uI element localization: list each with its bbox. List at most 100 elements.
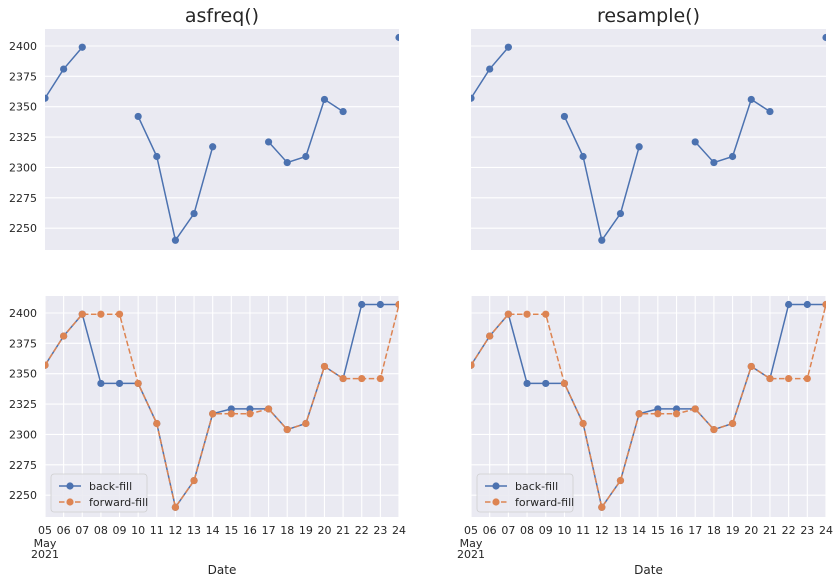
data-point — [803, 300, 811, 309]
data-point — [190, 209, 198, 218]
data-point — [747, 95, 755, 104]
data-point — [822, 33, 826, 42]
x-tick-label: 06 — [57, 524, 71, 537]
data-point — [115, 310, 124, 318]
series-line — [471, 33, 826, 244]
x-tick-label: 21 — [336, 524, 350, 537]
data-point — [728, 152, 737, 161]
x-tick-label: 09 — [113, 524, 127, 537]
data-point — [579, 419, 587, 428]
data-point — [302, 152, 310, 161]
y-tick-label: 2250 — [9, 222, 37, 235]
x-tick-label: 05 — [38, 524, 52, 537]
data-point — [542, 310, 550, 318]
data-point — [60, 65, 68, 73]
x-tick-label: 17 — [688, 524, 702, 537]
x-tick-label: 20 — [744, 524, 758, 537]
data-point — [283, 158, 291, 167]
x-tick-label: 14 — [632, 524, 646, 537]
data-point — [542, 379, 550, 388]
data-point — [579, 152, 587, 161]
axes-background — [45, 29, 399, 250]
data-point — [803, 374, 811, 383]
data-point — [504, 310, 512, 318]
y-tick-label: 2325 — [9, 131, 37, 144]
data-point — [171, 503, 180, 511]
x-tick-label: 21 — [763, 524, 777, 537]
data-point — [395, 33, 399, 42]
x-tick-label: 13 — [613, 524, 627, 537]
data-point — [358, 374, 366, 383]
legend-label: forward-fill — [515, 496, 574, 509]
y-tick-label: 2350 — [9, 368, 37, 381]
x-tick-label: 17 — [262, 524, 276, 537]
x-tick-label: 15 — [224, 524, 238, 537]
legend-label: forward-fill — [89, 496, 148, 509]
data-point — [264, 405, 273, 413]
data-point — [747, 362, 755, 371]
x-tick-label: 16 — [670, 524, 684, 537]
legend: back-fill forward-fill — [476, 473, 574, 513]
x-tick-label: 23 — [800, 524, 814, 537]
data-point — [190, 476, 198, 485]
data-point — [766, 374, 774, 383]
data-point — [134, 379, 142, 388]
y-tick-label: 2300 — [9, 428, 37, 441]
x-tick-label: 07 — [75, 524, 89, 537]
data-point — [728, 419, 737, 428]
data-point — [523, 310, 531, 318]
x-tick-label: 05 — [464, 524, 478, 537]
data-point — [153, 419, 161, 428]
y-tick-label: 2375 — [9, 70, 37, 83]
data-point — [395, 300, 399, 309]
data-point — [97, 379, 105, 388]
y-tick-label: 2400 — [9, 307, 37, 320]
x-tick-label: 10 — [131, 524, 145, 537]
y-tick-label: 2300 — [9, 161, 37, 174]
series-forward-fill — [45, 300, 399, 511]
data-point — [264, 138, 273, 146]
data-point — [339, 107, 347, 116]
x-tick-label: 10 — [557, 524, 571, 537]
data-point — [171, 236, 180, 244]
x-tick-label: 08 — [94, 524, 108, 537]
data-point — [45, 94, 49, 102]
data-point — [358, 300, 366, 309]
legend-marker — [66, 482, 74, 490]
data-point — [523, 379, 531, 388]
x-tick-sublabel: May — [34, 537, 57, 550]
legend-marker — [492, 498, 500, 506]
axes-background — [471, 29, 826, 250]
data-point — [78, 43, 86, 51]
x-axis-label: Date — [634, 563, 663, 577]
data-point — [486, 332, 494, 340]
x-tick-label: 07 — [501, 524, 515, 537]
data-point — [339, 374, 347, 383]
legend-marker — [66, 498, 74, 506]
x-tick-sublabel: 2021 — [457, 548, 485, 561]
x-tick-label: 11 — [576, 524, 590, 537]
x-tick-sublabel: 2021 — [31, 548, 59, 561]
y-tick-label: 2250 — [9, 489, 37, 502]
data-point — [78, 310, 86, 318]
data-point — [560, 112, 569, 121]
x-tick-label: 16 — [243, 524, 257, 537]
y-tick-label: 2275 — [9, 192, 37, 205]
data-point — [153, 152, 161, 161]
x-tick-label: 11 — [150, 524, 164, 537]
x-tick-label: 18 — [280, 524, 294, 537]
series-forward-fill — [471, 300, 826, 511]
x-tick-sublabel: May — [460, 537, 483, 550]
data-point — [598, 236, 606, 244]
data-point — [504, 43, 512, 51]
chart-title: resample() — [597, 5, 700, 27]
data-point — [710, 425, 718, 434]
y-tick-label: 2350 — [9, 101, 37, 114]
data-point — [691, 138, 699, 146]
data-point — [785, 300, 793, 309]
x-tick-label: 18 — [707, 524, 721, 537]
data-point — [60, 332, 68, 340]
data-point — [616, 209, 625, 218]
x-tick-label: 20 — [317, 524, 331, 537]
